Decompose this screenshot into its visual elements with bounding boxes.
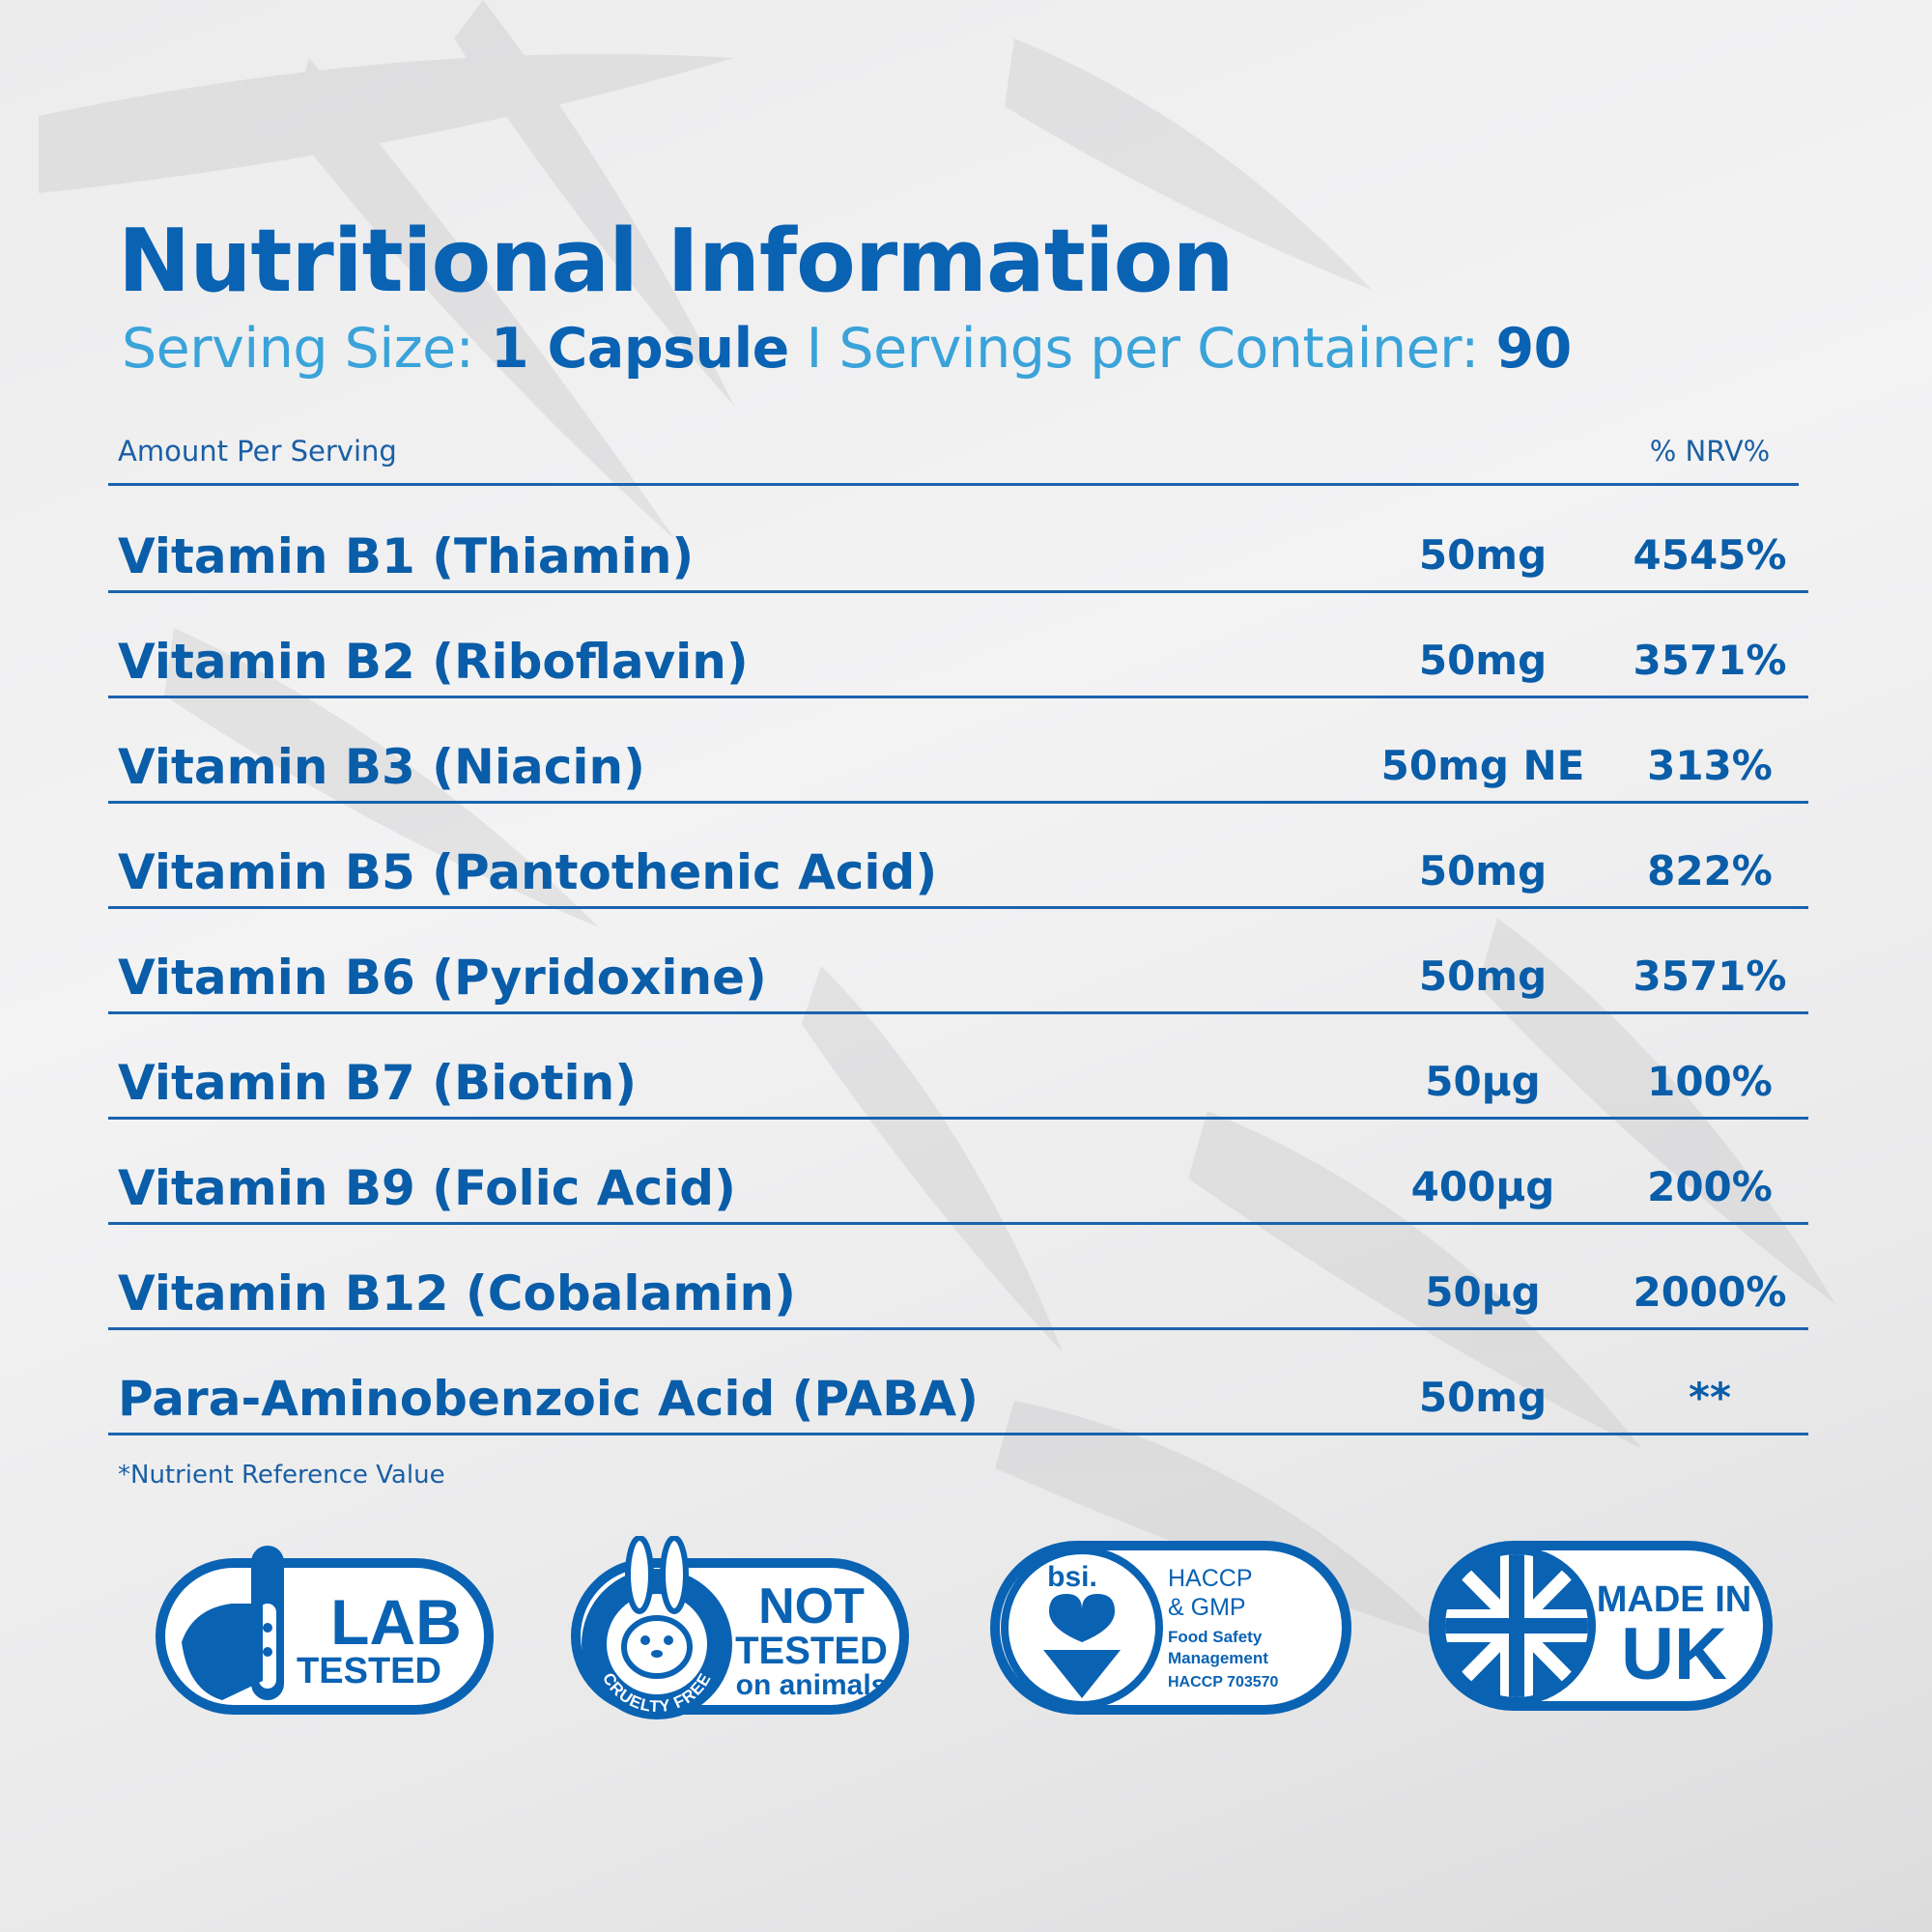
servings-label: Servings per Container: [838,317,1479,381]
tested-label: TESTED [297,1651,441,1691]
page-title: Nutritional Information [118,211,1235,312]
nutrient-nrv: 313% [1647,742,1773,789]
nutrient-amount: 50mg [1418,637,1548,684]
bsi-logo: bsi. [1047,1561,1097,1593]
union-flag-icon [1437,1547,1596,1705]
table-row-divider [108,590,1808,593]
nutrient-name: Para-Aminobenzoic Acid (PABA) [118,1371,979,1427]
not-label: NOT [758,1578,865,1634]
nutrient-name: Vitamin B5 (Pantothenic Acid) [118,844,938,900]
column-header-nrv: % NRV% [1649,435,1771,468]
food-safety-label: Food Safety [1168,1628,1263,1646]
table-header-rule [108,483,1799,486]
nutrient-amount: 50µg [1425,1268,1541,1316]
rabbit-icon [621,1536,693,1679]
nutrient-amount: 50mg NE [1380,742,1585,789]
kitemark-heart-icon [1043,1594,1121,1698]
nutrient-nrv: 3571% [1633,637,1787,684]
nutrient-name: Vitamin B3 (Niacin) [118,739,645,795]
nutrient-nrv: 100% [1647,1058,1773,1105]
tested-label: TESTED [735,1630,888,1672]
column-header-amount: Amount Per Serving [118,435,397,468]
nutrient-nrv: 822% [1647,847,1773,895]
table-row-divider [108,1222,1808,1225]
made-in-label: MADE IN [1597,1579,1751,1620]
nutrient-amount: 50mg [1418,1374,1548,1421]
table-row-divider [108,1433,1808,1435]
nutrient-name: Vitamin B7 (Biotin) [118,1055,638,1111]
table-row-divider [108,696,1808,698]
table-row-divider [108,1117,1808,1120]
management-label: Management [1168,1649,1268,1667]
nutrient-nrv: ** [1689,1374,1731,1421]
on-animals-label: on animals [736,1669,888,1701]
lab-label: LAB [330,1586,462,1658]
separator: I [806,317,822,381]
nutrient-amount: 400µg [1410,1163,1555,1210]
test-tube-hand-icon [182,1546,284,1700]
table-row-divider [108,906,1808,909]
nutrient-amount: 50mg [1418,952,1548,1000]
lab-tested-badge: LAB TESTED [156,1546,494,1715]
footnote: *Nutrient Reference Value [118,1461,445,1490]
table-row-divider [108,1327,1808,1330]
nutrient-name: Vitamin B9 (Folic Acid) [118,1160,736,1216]
nutrient-nrv: 200% [1647,1163,1773,1210]
gmp-label: & GMP [1168,1594,1246,1621]
nutrient-name: Vitamin B2 (Riboflavin) [118,634,749,690]
haccp-label: HACCP [1168,1565,1253,1592]
bsi-haccp-badge: bsi. HACCP & GMP Food Safety Management … [990,1541,1351,1715]
nutrient-amount: 50mg [1418,531,1548,579]
nutrient-amount: 50mg [1418,847,1548,895]
cruelty-free-badge: CRUELTY FREE NOT TESTED on animals [571,1536,909,1719]
nutrient-name: Vitamin B12 (Cobalamin) [118,1265,796,1321]
serving-size-label: Serving Size: [122,317,474,381]
table-row-divider [108,1011,1808,1014]
nutrient-nrv: 3571% [1633,952,1787,1000]
servings-value: 90 [1495,317,1572,381]
nutrient-amount: 50µg [1425,1058,1541,1105]
nutrient-nrv: 2000% [1633,1268,1787,1316]
nutrient-name: Vitamin B1 (Thiamin) [118,528,695,584]
table-row-divider [108,801,1808,804]
uk-label: UK [1621,1613,1727,1695]
serving-size-value: 1 Capsule [491,317,789,381]
nutrient-name: Vitamin B6 (Pyridoxine) [118,950,767,1006]
serving-info: Serving Size: 1 Capsule I Servings per C… [122,317,1572,381]
nutrient-nrv: 4545% [1633,531,1787,579]
haccp-number-label: HACCP 703570 [1168,1674,1279,1690]
made-in-uk-badge: MADE IN UK [1429,1541,1773,1711]
